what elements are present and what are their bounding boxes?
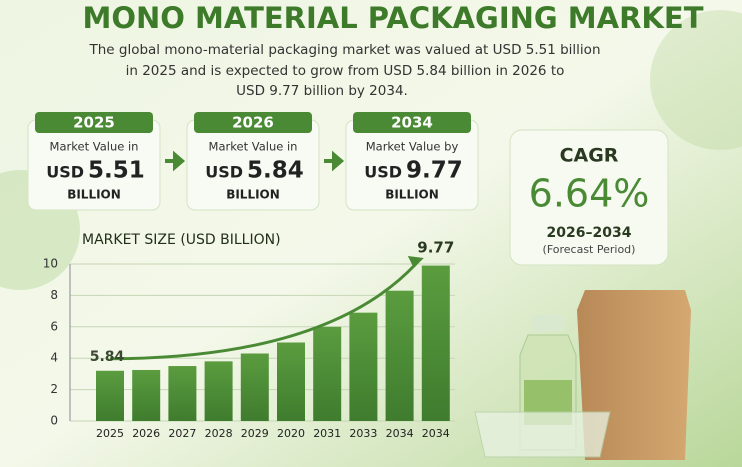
cagr-card bbox=[509, 129, 669, 266]
title: MONO MATERIAL PACKAGING MARKET bbox=[82, 1, 703, 35]
products bbox=[474, 290, 691, 460]
bottle-cap bbox=[532, 315, 564, 331]
x-tick-label: 2029 bbox=[241, 427, 269, 440]
annotation: 9.77 bbox=[417, 239, 454, 257]
y-tick-label: 6 bbox=[50, 319, 58, 333]
card-unit: BILLION bbox=[385, 188, 439, 202]
y-tick-label: 0 bbox=[50, 414, 58, 428]
cagr-period: 2026–2034 bbox=[547, 225, 632, 241]
x-tick-label: 2028 bbox=[205, 427, 233, 440]
bar bbox=[277, 342, 305, 421]
annotation: 5.84 bbox=[90, 349, 125, 365]
card-value: 5.51 bbox=[88, 158, 145, 184]
bar bbox=[421, 265, 450, 421]
y-tick-label: 8 bbox=[50, 288, 58, 302]
card-year: 2034 bbox=[391, 114, 433, 132]
bar bbox=[168, 366, 197, 421]
description: The global mono-material packaging marke… bbox=[88, 42, 600, 58]
description: USD 9.77 billion by 2034. bbox=[236, 83, 408, 99]
card-label: Market Value in bbox=[209, 140, 298, 154]
y-tick-label: 4 bbox=[50, 351, 58, 365]
bar bbox=[385, 290, 414, 421]
x-tick-label: 2033 bbox=[349, 427, 377, 440]
x-tick-label: 2027 bbox=[168, 427, 196, 440]
card-label: Market Value in bbox=[50, 140, 139, 154]
x-tick-label: 2020 bbox=[277, 427, 305, 440]
cagr-note: (Forecast Period) bbox=[543, 243, 636, 256]
card-tab bbox=[353, 112, 471, 133]
x-tick-label: 2031 bbox=[313, 427, 341, 440]
arrow bbox=[324, 150, 345, 172]
card-unit: BILLION bbox=[226, 188, 280, 202]
card-value: 5.84 bbox=[247, 158, 304, 184]
card-prefix: USD bbox=[205, 163, 243, 182]
card-tab bbox=[35, 112, 153, 133]
cagr-title: CAGR bbox=[560, 145, 619, 167]
x-tick-label: 2034 bbox=[422, 427, 450, 440]
card-label: Market Value by bbox=[366, 140, 459, 154]
bar bbox=[349, 312, 378, 421]
bar bbox=[240, 353, 269, 421]
leaf-deco bbox=[650, 10, 742, 150]
bar bbox=[204, 361, 233, 421]
x-tick-label: 2025 bbox=[96, 427, 124, 440]
x-tick-label: 2026 bbox=[132, 427, 160, 440]
card-year: 2026 bbox=[232, 114, 274, 132]
x-tick-label: 2034 bbox=[386, 427, 414, 440]
bar bbox=[132, 369, 161, 421]
bar bbox=[96, 370, 124, 421]
card-tab bbox=[194, 112, 312, 133]
y-tick-label: 10 bbox=[43, 257, 58, 271]
card-value: 9.77 bbox=[406, 158, 463, 184]
card-unit: BILLION bbox=[67, 188, 121, 202]
trend-arrow bbox=[109, 262, 417, 361]
chart-title: MARKET SIZE (USD BILLION) bbox=[82, 232, 281, 248]
card-year: 2025 bbox=[73, 114, 115, 132]
tray bbox=[474, 411, 611, 458]
arrow bbox=[165, 150, 186, 172]
bar bbox=[313, 326, 342, 421]
y-tick-label: 2 bbox=[50, 382, 58, 396]
description: in 2025 and is expected to grow from USD… bbox=[126, 63, 565, 79]
card-prefix: USD bbox=[364, 163, 402, 182]
trend-arrowhead bbox=[407, 256, 424, 268]
chart: MARKET SIZE (USD BILLION) 0 2 4 6 8 10 2025 202… bbox=[43, 232, 455, 440]
card-prefix: USD bbox=[46, 163, 84, 182]
cagr-value: 6.64% bbox=[529, 172, 650, 216]
